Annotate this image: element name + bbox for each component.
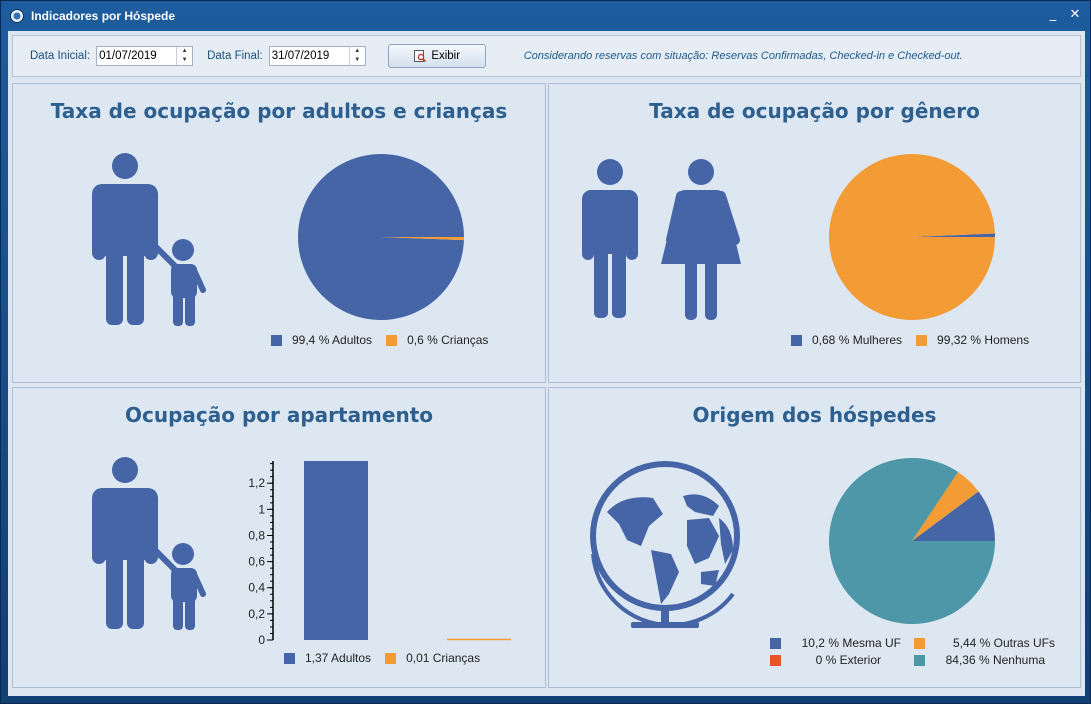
legend-label: 0,01 Crianças <box>406 651 481 665</box>
legend-label: 5,44 % Outras UFs <box>952 636 1055 650</box>
pie-slice-mulheres <box>912 233 995 237</box>
report-search-icon <box>414 50 427 63</box>
legend-swatch <box>914 637 925 649</box>
legend-label: 0,6 % Crianças <box>407 333 489 347</box>
y-tick-label: 1,2 <box>248 476 265 490</box>
pie-chart-origem <box>829 458 995 624</box>
panel-origem: Origem dos hóspedes <box>548 387 1081 688</box>
y-tick-label: 0 <box>258 633 265 647</box>
chevron-up-icon[interactable]: ▲ <box>354 48 361 54</box>
legend-label: 99,4 % Adultos <box>292 333 373 347</box>
pie-slice-mesma-uf <box>912 491 995 541</box>
legend-swatch <box>916 334 928 346</box>
legend-swatch <box>770 654 781 666</box>
title-bar: Indicadores por Hóspede _ ✕ <box>1 1 1090 31</box>
panel-apartamento: Ocupação por apartamento 0 0,2 0 <box>12 387 546 688</box>
legend-label: 99,32 % Homens <box>937 333 1030 347</box>
panel-adultos: Taxa de ocupação por adultos e crianças <box>12 83 546 383</box>
panel-genero: Taxa de ocupação por gênero <box>548 83 1081 383</box>
legend-label: 0 % Exterior <box>815 653 881 667</box>
legend-swatch <box>770 637 781 649</box>
data-inicial-label: Data Inicial: <box>30 50 91 62</box>
bar-chart-apartamento: 0 0,2 0,4 0,6 0,8 1 1,2 <box>248 461 511 647</box>
filter-note: Considerando reservas com situação: Rese… <box>523 50 963 62</box>
panel-title: Taxa de ocupação por gênero <box>649 99 980 123</box>
legend-swatch <box>386 334 398 346</box>
y-tick-label: 0,4 <box>248 581 265 595</box>
client-area: Data Inicial: ▲ ▼ Data Final: ▲ ▼ <box>8 31 1085 696</box>
data-final-spinner[interactable]: ▲ ▼ <box>348 47 365 65</box>
exibir-button[interactable]: Exibir <box>387 44 486 68</box>
y-tick-label: 0,8 <box>248 528 265 542</box>
legend-item: 99,4 % Adultos <box>271 333 372 347</box>
y-tick-label: 1 <box>258 502 265 516</box>
pie-slice-outras-ufs <box>912 471 979 541</box>
legend-item: 10,2 % Mesma UF <box>770 636 901 650</box>
panel-title: Taxa de ocupação por adultos e crianças <box>50 99 508 123</box>
legend-item: 99,32 % Homens <box>916 333 1029 347</box>
legend-apartamento: 1,37 Adultos 0,01 Crianças <box>284 651 494 665</box>
window-title: Indicadores por Hóspede <box>31 9 176 23</box>
legend-adultos: 99,4 % Adultos 0,6 % Crianças <box>271 333 502 347</box>
chevron-up-icon[interactable]: ▲ <box>181 48 188 54</box>
legend-item: 84,36 % Nenhuma <box>914 653 1045 667</box>
panel-title: Origem dos hóspedes <box>692 403 937 427</box>
legend-item: 0,01 Crianças <box>385 651 480 665</box>
chevron-down-icon[interactable]: ▼ <box>181 57 188 63</box>
legend-item: 0,6 % Crianças <box>386 333 488 347</box>
data-final-input[interactable] <box>269 47 348 65</box>
legend-label: 1,37 Adultos <box>305 651 372 665</box>
legend-label: 10,2 % Mesma UF <box>801 636 901 650</box>
legend-swatch <box>284 652 295 664</box>
legend-label: 84,36 % Nenhuma <box>945 653 1045 667</box>
legend-item: 0,68 % Mulheres <box>791 333 902 347</box>
data-inicial-spinner[interactable]: ▲ ▼ <box>176 47 192 65</box>
data-inicial-picker[interactable]: ▲ ▼ <box>96 46 194 66</box>
pie-slice-homens <box>829 153 995 320</box>
y-tick-label: 0,6 <box>248 555 265 569</box>
data-final-label: Data Final: <box>207 50 263 62</box>
pie-slice-nenhuma <box>829 458 995 624</box>
adult-child-icon <box>92 153 206 326</box>
filter-toolbar: Data Inicial: ▲ ▼ Data Final: ▲ ▼ <box>12 35 1081 77</box>
legend-item: 5,44 % Outras UFs <box>914 636 1055 650</box>
legend-swatch <box>791 334 802 346</box>
legend-swatch <box>271 334 282 346</box>
adult-child-icon <box>92 457 206 630</box>
minimize-button[interactable]: _ <box>1049 7 1057 22</box>
legend-item: 0 % Exterior <box>770 653 881 667</box>
legend-swatch <box>385 652 397 664</box>
close-button[interactable]: ✕ <box>1069 7 1081 22</box>
chevron-down-icon[interactable]: ▼ <box>354 57 361 63</box>
bar-crianas <box>447 638 511 641</box>
exibir-label: Exibir <box>431 50 461 62</box>
app-icon <box>10 9 24 23</box>
legend-label: 0,68 % Mulheres <box>812 333 903 347</box>
panel-title: Ocupação por apartamento <box>124 403 434 427</box>
bar-adultos <box>304 461 368 640</box>
pie-chart-genero <box>829 153 995 320</box>
pie-slice-crianças <box>381 237 464 241</box>
legend-genero: 0,68 % Mulheres 99,32 % Homens <box>791 333 1043 347</box>
legend-item: 1,37 Adultos <box>284 651 371 665</box>
pie-chart-adultos <box>298 154 464 321</box>
pie-slice-adultos <box>298 154 464 321</box>
man-woman-icon <box>582 159 741 320</box>
y-tick-label: 0,2 <box>248 607 265 621</box>
data-final-picker[interactable]: ▲ ▼ <box>268 46 366 66</box>
legend-swatch <box>914 654 925 666</box>
globe-icon <box>590 461 740 628</box>
data-inicial-input[interactable] <box>97 47 176 65</box>
